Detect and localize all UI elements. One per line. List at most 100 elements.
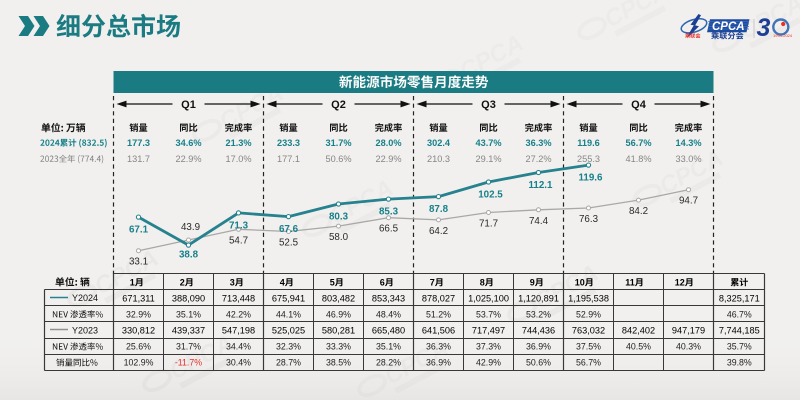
svg-text:255.3: 255.3	[577, 154, 600, 164]
svg-text:525,025: 525,025	[272, 325, 305, 335]
svg-text:102.9%: 102.9%	[124, 358, 154, 368]
svg-text:40.5%: 40.5%	[626, 342, 651, 352]
svg-text:641,506: 641,506	[422, 325, 455, 335]
svg-text:8,325,171: 8,325,171	[719, 293, 760, 303]
svg-text:53.7%: 53.7%	[476, 309, 501, 319]
svg-text:1,025,100: 1,025,100	[468, 293, 509, 303]
svg-text:35.7%: 35.7%	[727, 342, 752, 352]
svg-text:947,179: 947,179	[672, 325, 705, 335]
svg-text:37.5%: 37.5%	[576, 342, 601, 352]
svg-text:119.6: 119.6	[579, 173, 604, 184]
svg-text:50.6%: 50.6%	[526, 358, 551, 368]
svg-text:28.7%: 28.7%	[276, 358, 301, 368]
svg-text:9: 9	[530, 278, 535, 288]
svg-text:56.7%: 56.7%	[625, 138, 651, 148]
svg-text:1,120,891: 1,120,891	[518, 293, 559, 303]
svg-text:33.1: 33.1	[129, 257, 148, 268]
svg-text:Y2024: Y2024	[72, 293, 98, 303]
svg-text:12: 12	[675, 278, 685, 288]
svg-text:1994-2024: 1994-2024	[773, 33, 793, 38]
svg-text:56.7%: 56.7%	[576, 358, 601, 368]
svg-text:37.3%: 37.3%	[476, 342, 501, 352]
svg-text:50.6%: 50.6%	[325, 154, 351, 164]
svg-text:22.9%: 22.9%	[375, 154, 401, 164]
svg-text:112.1: 112.1	[529, 180, 554, 191]
svg-text:43.7%: 43.7%	[475, 138, 501, 148]
svg-text:Q3: Q3	[481, 99, 496, 111]
svg-text:177.3: 177.3	[127, 138, 150, 148]
svg-text:67.1: 67.1	[129, 225, 149, 236]
svg-text:803,482: 803,482	[322, 293, 355, 303]
svg-text:39.8%: 39.8%	[727, 358, 752, 368]
svg-text:46.7%: 46.7%	[727, 309, 752, 319]
svg-text:Q4: Q4	[631, 99, 647, 111]
svg-text:42.2%: 42.2%	[226, 309, 251, 319]
svg-text:41.8%: 41.8%	[625, 154, 651, 164]
svg-text:388,090: 388,090	[172, 293, 205, 303]
svg-text:119.6: 119.6	[577, 138, 599, 148]
svg-text:66.5: 66.5	[379, 224, 399, 235]
svg-text:36.3%: 36.3%	[525, 138, 551, 148]
svg-text:74.4: 74.4	[529, 216, 549, 227]
svg-text:32.3%: 32.3%	[276, 342, 301, 352]
svg-text:43.9: 43.9	[181, 222, 200, 233]
svg-text:38.8: 38.8	[179, 250, 199, 261]
svg-text:CPCA: CPCA	[712, 21, 745, 33]
svg-text:11: 11	[625, 278, 635, 288]
svg-text:33.3%: 33.3%	[326, 342, 351, 352]
svg-text:28.2%: 28.2%	[376, 358, 401, 368]
svg-text:1: 1	[130, 278, 135, 288]
svg-text:53.2%: 53.2%	[526, 309, 551, 319]
svg-text:32.9%: 32.9%	[126, 309, 151, 319]
svg-text:46.9%: 46.9%	[326, 309, 351, 319]
svg-text:87.8: 87.8	[429, 204, 449, 215]
svg-text:5: 5	[330, 278, 335, 288]
svg-text:31.7%: 31.7%	[176, 342, 201, 352]
svg-text:34.4%: 34.4%	[226, 342, 251, 352]
svg-text:7,744,185: 7,744,185	[719, 325, 760, 335]
svg-text:21.3%: 21.3%	[225, 138, 251, 148]
svg-text:2: 2	[180, 278, 185, 288]
svg-text:35.1%: 35.1%	[176, 309, 201, 319]
svg-text:71.7: 71.7	[479, 219, 498, 230]
svg-text:671,311: 671,311	[122, 293, 155, 303]
svg-text:102.5: 102.5	[478, 190, 503, 201]
svg-text:31.7%: 31.7%	[325, 138, 351, 148]
svg-text:76.3: 76.3	[579, 214, 599, 225]
svg-text:302.4: 302.4	[427, 138, 451, 148]
svg-text:675,941: 675,941	[272, 293, 305, 303]
svg-text:Y2023: Y2023	[72, 325, 98, 335]
svg-text:665,480: 665,480	[372, 325, 405, 335]
svg-text:717,497: 717,497	[472, 325, 505, 335]
svg-text:17.0%: 17.0%	[225, 154, 251, 164]
svg-text:Q1: Q1	[181, 99, 196, 111]
svg-text:-11.7%: -11.7%	[175, 358, 202, 368]
svg-text:233.3: 233.3	[277, 138, 300, 148]
svg-text:64.2: 64.2	[429, 226, 448, 237]
svg-text:547,198: 547,198	[222, 325, 255, 335]
svg-text:853,343: 853,343	[372, 293, 405, 303]
svg-text:Q2: Q2	[331, 99, 346, 111]
svg-text:7: 7	[430, 278, 435, 288]
svg-text:177.1: 177.1	[277, 154, 300, 164]
svg-text:38.5%: 38.5%	[326, 358, 351, 368]
svg-text:439,337: 439,337	[172, 325, 205, 335]
svg-text:713,448: 713,448	[222, 293, 255, 303]
svg-text:210.3: 210.3	[427, 154, 450, 164]
svg-text:94.7: 94.7	[679, 196, 698, 207]
svg-text:6: 6	[380, 278, 385, 288]
svg-text:8: 8	[480, 278, 485, 288]
svg-text:85.3: 85.3	[379, 207, 399, 218]
svg-text:10: 10	[575, 278, 585, 288]
svg-text:58.0: 58.0	[329, 232, 349, 243]
svg-text:71.3: 71.3	[229, 220, 249, 231]
svg-text:36.9%: 36.9%	[526, 342, 551, 352]
svg-text:29.1%: 29.1%	[475, 154, 501, 164]
svg-text:580,281: 580,281	[322, 325, 355, 335]
svg-text:14.3%: 14.3%	[675, 138, 701, 148]
svg-text:1,195,538: 1,195,538	[568, 293, 609, 303]
svg-text:3: 3	[757, 14, 771, 42]
svg-text:878,027: 878,027	[422, 293, 455, 303]
svg-text:51.2%: 51.2%	[426, 309, 451, 319]
svg-text:33.0%: 33.0%	[675, 154, 701, 164]
